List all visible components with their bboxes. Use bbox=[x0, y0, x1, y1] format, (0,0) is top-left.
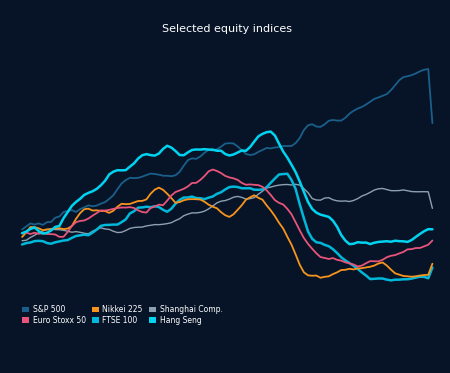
Title: Selected equity indices: Selected equity indices bbox=[162, 24, 292, 34]
Legend: S&P 500, Euro Stoxx 50, Nikkei 225, FTSE 100, Shanghai Comp., Hang Seng: S&P 500, Euro Stoxx 50, Nikkei 225, FTSE… bbox=[22, 305, 222, 325]
